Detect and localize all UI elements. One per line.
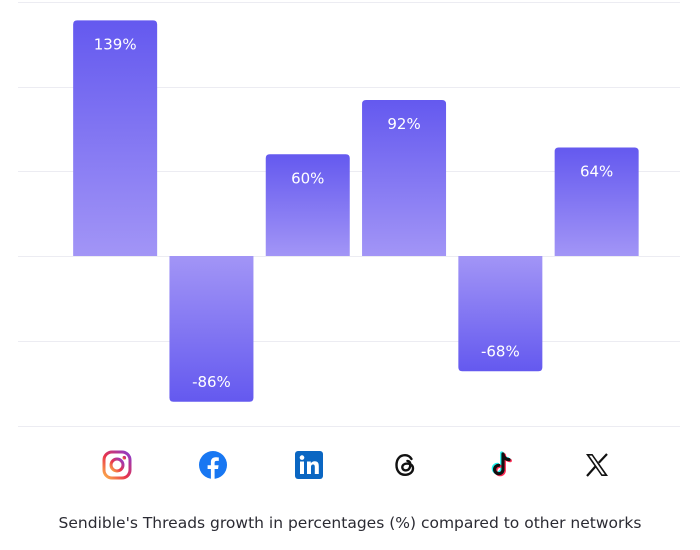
facebook-icon — [196, 448, 230, 482]
chart-caption: Sendible's Threads growth in percentages… — [58, 514, 642, 532]
bar-chart: 139% -86% 60% 92% -68% 64% — [18, 2, 680, 427]
data-label: 64% — [580, 163, 613, 181]
bar-threads — [362, 100, 447, 256]
data-label: -68% — [481, 342, 520, 360]
tiktok-icon — [484, 448, 518, 482]
data-label: 92% — [387, 115, 420, 133]
bar-tiktok — [458, 256, 543, 372]
instagram-icon — [100, 448, 134, 482]
threads-icon — [388, 448, 422, 482]
bars: 139% -86% 60% 92% -68% 64% — [73, 20, 639, 402]
bar-linkedin — [265, 154, 350, 256]
bar-facebook — [169, 256, 254, 402]
bar-instagram — [73, 20, 158, 256]
linkedin-icon — [292, 448, 326, 482]
data-label: -86% — [192, 373, 231, 391]
bar-x — [554, 147, 639, 256]
data-label: 139% — [94, 35, 137, 53]
data-label: 60% — [291, 169, 324, 187]
x-icon — [580, 448, 614, 482]
